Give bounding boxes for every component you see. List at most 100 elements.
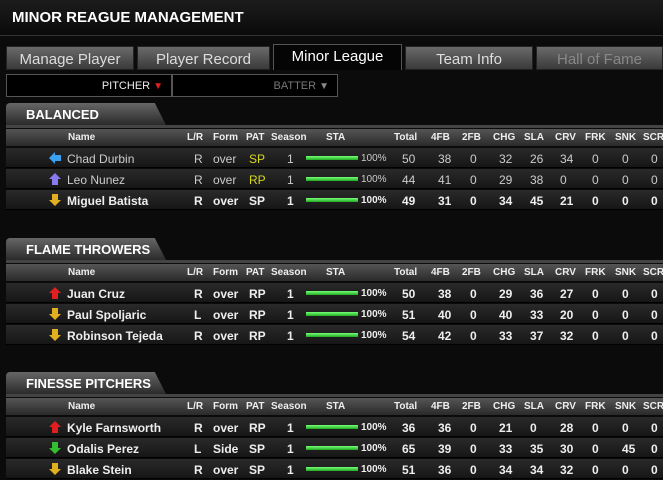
column-header-total[interactable]: Total: [394, 401, 418, 412]
column-header-crv[interactable]: CRV: [555, 132, 576, 143]
column-header-chg[interactable]: CHG: [493, 267, 516, 278]
player-name: Juan Cruz: [67, 287, 126, 301]
column-header-total[interactable]: Total: [394, 267, 418, 278]
column-header-sta[interactable]: STA: [326, 132, 346, 143]
stat-crv: 20: [560, 308, 574, 322]
pat: RP: [249, 329, 266, 343]
column-header-crv[interactable]: CRV: [555, 401, 576, 412]
stat-snk: 0: [622, 329, 629, 343]
stat-crv: 30: [560, 442, 574, 456]
stat-frk: 0: [592, 463, 599, 477]
column-header-pat[interactable]: PAT: [246, 132, 265, 143]
stat-total: 50: [402, 152, 416, 166]
column-header-scr[interactable]: SCR: [643, 132, 663, 143]
column-header-sla[interactable]: SLA: [524, 132, 544, 143]
player-row[interactable]: Leo Nunez R over RP 1 100% 44 41 0 29 38 0 0 0 0: [6, 169, 663, 189]
column-header-2fb[interactable]: 2FB: [462, 267, 481, 278]
column-header-form[interactable]: Form: [213, 267, 238, 278]
tab-player-record[interactable]: Player Record: [137, 46, 270, 70]
column-header-total[interactable]: Total: [394, 132, 418, 143]
player-row[interactable]: Robinson Tejeda R over RP 1 100% 54 42 0 33 3…: [6, 325, 663, 345]
column-header-frk[interactable]: FRK: [585, 132, 606, 143]
stat-2fb: 0: [470, 463, 477, 477]
tab-minor-league[interactable]: Minor League: [273, 44, 402, 70]
column-header-frk[interactable]: FRK: [585, 401, 606, 412]
stamina-percent: 100%: [361, 288, 387, 299]
column-header-name[interactable]: Name: [68, 401, 96, 412]
trend-down-arrow-icon: [49, 194, 61, 206]
trend-up-hot-arrow-icon: [49, 421, 61, 433]
season: 1: [287, 194, 294, 208]
filter-batter[interactable]: BATTER ▼: [172, 74, 338, 97]
column-header-sla[interactable]: SLA: [524, 267, 544, 278]
divider: [6, 394, 663, 397]
column-header-4fb[interactable]: 4FB: [431, 267, 450, 278]
handedness: R: [194, 329, 203, 343]
column-header-chg[interactable]: CHG: [493, 401, 516, 412]
column-header-scr[interactable]: SCR: [643, 267, 663, 278]
stat-chg: 29: [499, 287, 513, 301]
column-header-snk[interactable]: SNK: [615, 401, 637, 412]
column-header-sta[interactable]: STA: [326, 401, 346, 412]
stat-crv: 32: [560, 329, 574, 343]
section-tab[interactable]: BALANCED: [6, 103, 166, 125]
column-header-lr[interactable]: L/R: [187, 401, 204, 412]
player-name: Odalis Perez: [67, 442, 140, 456]
stat-chg: 33: [499, 442, 513, 456]
column-header-name[interactable]: Name: [68, 132, 96, 143]
column-header-snk[interactable]: SNK: [615, 132, 637, 143]
column-header-chg[interactable]: CHG: [493, 132, 516, 143]
form: over: [213, 463, 239, 477]
filter-pitcher[interactable]: PITCHER ▼: [6, 74, 172, 97]
column-header-form[interactable]: Form: [213, 401, 238, 412]
column-header-pat[interactable]: PAT: [246, 267, 265, 278]
player-row[interactable]: Blake Stein R over SP 1 100% 51 36 0 34 34 32 0…: [6, 459, 663, 479]
tab-manage-player[interactable]: Manage Player: [6, 46, 134, 70]
stat-scr: 0: [651, 173, 658, 187]
stat-chg: 33: [499, 329, 513, 343]
section-tab[interactable]: FLAME THROWERS: [6, 238, 166, 260]
column-header-lr[interactable]: L/R: [187, 132, 204, 143]
divider: [6, 260, 663, 263]
season: 1: [287, 329, 294, 343]
stat-snk: 0: [622, 287, 629, 301]
column-header-2fb[interactable]: 2FB: [462, 132, 481, 143]
column-header-4fb[interactable]: 4FB: [431, 132, 450, 143]
column-header-4fb[interactable]: 4FB: [431, 401, 450, 412]
tab-hall-of-fame[interactable]: Hall of Fame: [536, 46, 663, 70]
stat-crv: 27: [560, 287, 574, 301]
column-header-crv[interactable]: CRV: [555, 267, 576, 278]
stat-4fb: 38: [438, 152, 452, 166]
column-header-row: Name L/R Form PAT Season STA Total 4FB 2FB CHG SLA…: [6, 129, 663, 146]
player-row[interactable]: Juan Cruz R over RP 1 100% 50 38 0 29 36 27 0 0 0: [6, 283, 663, 303]
column-header-name[interactable]: Name: [68, 267, 96, 278]
column-header-form[interactable]: Form: [213, 132, 238, 143]
stamina-bar: [306, 425, 358, 429]
column-header-2fb[interactable]: 2FB: [462, 401, 481, 412]
player-row[interactable]: Paul Spoljaric L over RP 1 100% 51 40 0 40 33…: [6, 304, 663, 324]
stamina-percent: 100%: [361, 443, 387, 454]
stat-frk: 0: [592, 442, 599, 456]
section-tab[interactable]: FINESSE PITCHERS: [6, 372, 166, 394]
column-header-frk[interactable]: FRK: [585, 267, 606, 278]
column-header-season[interactable]: Season: [271, 132, 307, 143]
tab-team-info[interactable]: Team Info: [405, 46, 533, 70]
column-header-season[interactable]: Season: [271, 267, 307, 278]
column-header-snk[interactable]: SNK: [615, 267, 637, 278]
pat: RP: [249, 173, 266, 187]
handedness: R: [194, 194, 203, 208]
stat-chg: 40: [499, 308, 513, 322]
column-header-sta[interactable]: STA: [326, 267, 346, 278]
column-header-season[interactable]: Season: [271, 401, 307, 412]
column-header-pat[interactable]: PAT: [246, 401, 265, 412]
column-header-sla[interactable]: SLA: [524, 401, 544, 412]
stat-2fb: 0: [470, 421, 477, 435]
player-row[interactable]: Miguel Batista R over SP 1 100% 49 31 0 34 45…: [6, 190, 663, 210]
title-bar: MINOR REAGUE MANAGEMENT: [0, 0, 663, 36]
stat-2fb: 0: [470, 287, 477, 301]
player-row[interactable]: Odalis Perez L Side SP 1 100% 65 39 0 33 35 30…: [6, 438, 663, 458]
player-row[interactable]: Kyle Farnsworth R over RP 1 100% 36 36 0 21 0…: [6, 417, 663, 437]
column-header-scr[interactable]: SCR: [643, 401, 663, 412]
player-row[interactable]: Chad Durbin R over SP 1 100% 50 38 0 32 26 34 0…: [6, 148, 663, 168]
column-header-lr[interactable]: L/R: [187, 267, 204, 278]
